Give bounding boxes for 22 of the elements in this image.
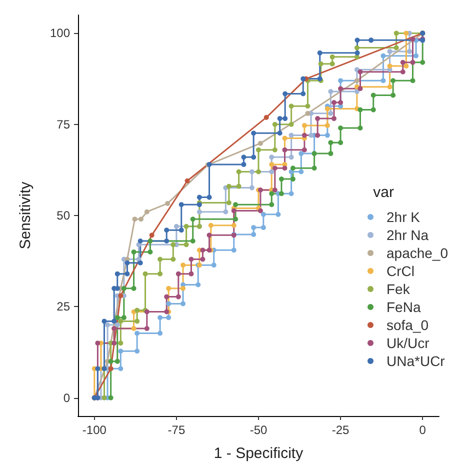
legend-label: CrCl <box>386 263 414 279</box>
legend-label: FeNa <box>386 299 421 315</box>
legend-label: 2hr Na <box>386 227 429 243</box>
x-tick-label: 0 <box>419 423 426 437</box>
legend-label: apache_0 <box>386 245 448 261</box>
x-tick-label: -25 <box>332 423 350 437</box>
legend-label: 2hr K <box>386 209 421 225</box>
legend-label: UNa*UCr <box>386 353 446 369</box>
x-tick-label: -50 <box>250 423 268 437</box>
y-tick-label: 50 <box>56 208 70 222</box>
x-tick-label: -75 <box>168 423 186 437</box>
y-axis-title: Sensitivity <box>17 181 34 250</box>
legend-label: sofa_0 <box>386 317 429 333</box>
x-tick-label: -100 <box>82 423 107 437</box>
y-tick-label: 75 <box>56 117 70 132</box>
y-tick-label: 100 <box>50 26 70 40</box>
y-tick-label: 25 <box>56 300 70 314</box>
legend-label: Uk/Ucr <box>386 335 430 351</box>
legend-title: var <box>373 184 394 201</box>
legend-label: Fek <box>386 281 411 297</box>
x-axis-title: 1 - Specificity <box>214 445 304 462</box>
y-tick-label: 0 <box>63 390 70 405</box>
